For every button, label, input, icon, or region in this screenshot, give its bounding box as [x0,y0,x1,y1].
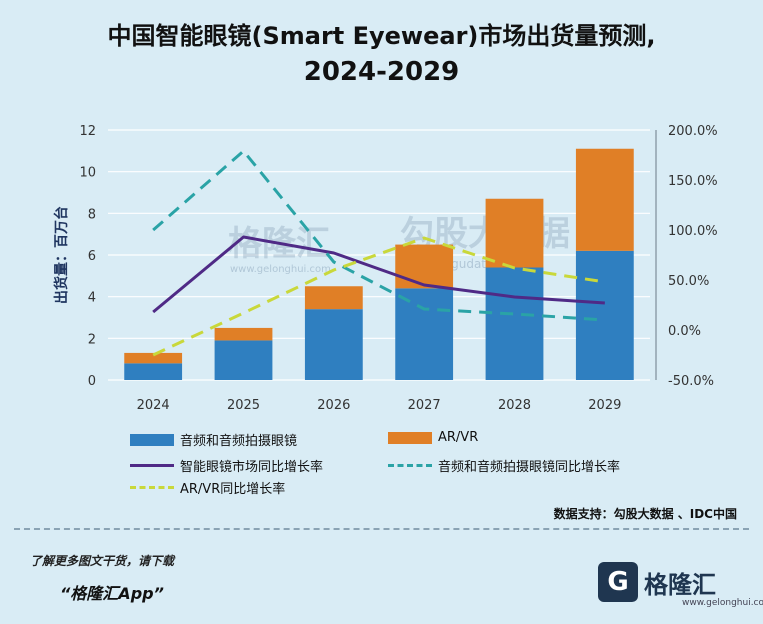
footer-download-text: 了解更多图文干货，请下载 [30,554,175,568]
x-tick-label: 2028 [498,398,531,413]
lines [152,149,606,357]
legend-item-audio-growth: 音频和音频拍摄眼镜同比增长率 [388,456,620,475]
y2-tick-label: 100.0% [668,224,718,239]
data-source: 数据支持：勾股大数据 、IDC中国 [553,507,737,521]
y2-tick-label: 0.0% [668,324,701,339]
y2-tick-label: 200.0% [668,124,718,139]
brand-url: www.gelonghui.com [682,598,763,608]
bar-segment [395,288,454,380]
y2-tick-label: 50.0% [668,274,709,289]
legend-swatch-audio-growth [388,464,432,467]
brand-name: 格隆汇 [644,570,716,599]
y-tick-label: 12 [79,124,96,139]
series-line [152,236,606,357]
y-tick-label: 2 [88,332,96,347]
bar-segment [575,148,634,251]
legend-item-arvr: AR/VR [388,430,478,445]
legend-item-market-growth: 智能眼镜市场同比增长率 [130,456,323,475]
bar-segment [304,309,363,380]
legend-label-arvr: AR/VR [438,430,479,445]
gridlines [108,129,650,381]
bars [124,148,634,380]
legend-label-audio: 音频和音频拍摄眼镜 [180,434,298,449]
legend-swatch-arvr-growth [130,486,174,489]
y-tick-label: 0 [88,374,96,389]
x-tick-label: 2029 [588,398,621,413]
y-tick-label: 6 [88,249,96,264]
x-tick-label: 2026 [317,398,350,413]
divider [14,528,749,530]
bar-segment [395,244,454,289]
series-line [152,235,605,314]
legend-swatch-market-growth [130,464,174,467]
bar-segment [575,250,634,380]
legend-item-audio: 音频和音频拍摄眼镜 [130,430,297,449]
bar-segment [124,352,183,364]
bar-segment [214,340,273,380]
legend-label-arvr-growth: AR/VR同比增长率 [180,482,286,497]
chart-title-line1: 中国智能眼镜(Smart Eyewear)市场出货量预测, [107,22,656,50]
legend-swatch-arvr [388,431,432,444]
y-tick-label: 10 [79,166,96,181]
bar-segment [214,327,273,341]
x-tick-label: 2024 [137,398,170,413]
x-tick-label: 2027 [408,398,441,413]
watermark-left-url: www.gelonghui.com [230,264,331,275]
bar-segment [485,198,544,268]
x-tick-label: 2025 [227,398,260,413]
y-tick-label: 4 [88,291,96,306]
chart-title: 中国智能眼镜(Smart Eyewear)市场出货量预测, 2024-2029 [0,18,763,90]
bar-segment [304,286,363,310]
legend-label-audio-growth: 音频和音频拍摄眼镜同比增长率 [438,460,621,475]
y2-tick-label: 150.0% [668,174,718,189]
y-axis-title: 出货量：百万台 [53,206,70,304]
brand-logo: G 格隆汇 [598,562,716,602]
axes: 0 2 4 6 8 10 12 -50.0% 0.0% 50.0% 100.0% 150.0% 200.… [79,124,717,413]
brand-mark-icon: G [598,562,638,602]
footer-app-name: “格隆汇App” [60,584,164,603]
y2-tick-label: -50.0% [668,374,714,389]
chart-title-line2: 2024-2029 [303,57,460,87]
legend-item-arvr-growth: AR/VR同比增长率 [130,478,285,497]
series-line [152,149,605,322]
bar-segment [485,267,544,380]
y-tick-label: 8 [88,207,96,222]
bar-segment [124,363,183,380]
legend-swatch-audio [130,433,174,446]
legend-label-market-growth: 智能眼镜市场同比增长率 [180,460,324,475]
